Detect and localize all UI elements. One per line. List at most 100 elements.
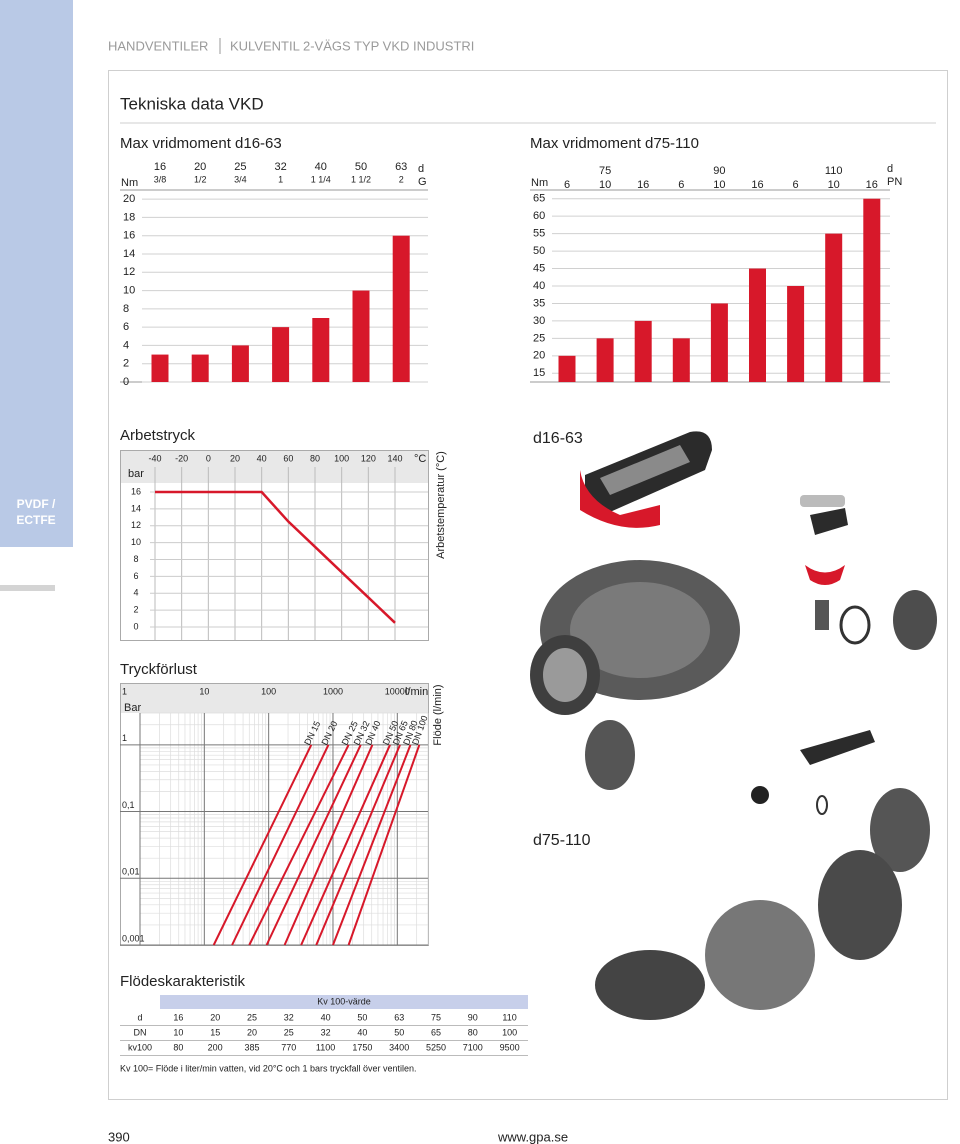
y-tick-label: 14 [131, 503, 141, 513]
axis-label: Nm [531, 177, 548, 189]
footer-url: www.gpa.se [497, 1129, 568, 1144]
part [800, 495, 845, 507]
frame [120, 450, 429, 641]
chart-title: Max vridmoment d16-63 [120, 135, 282, 152]
table-cell: 80 [468, 1027, 478, 1037]
x-tick-label: 140 [387, 453, 402, 463]
axis-label-right: Flöde (l/min) [432, 684, 444, 745]
table-cell: 32 [321, 1027, 331, 1037]
y-tick-label: 6 [123, 321, 129, 333]
handle-red [580, 470, 660, 528]
table-cell: kv100 [128, 1042, 152, 1052]
x-tick-label: 100 [334, 453, 349, 463]
union [595, 950, 705, 1020]
x-sublabel: 1 [278, 174, 283, 184]
table-cell: 770 [281, 1042, 296, 1052]
table-cell: 80 [173, 1042, 183, 1052]
y-tick-label: 20 [123, 193, 135, 205]
image-caption: d16-63 [533, 430, 583, 447]
y-tick-label: 4 [123, 339, 129, 351]
table-cell: 9500 [500, 1042, 520, 1052]
line [347, 744, 421, 946]
table-cell: 10 [173, 1027, 183, 1037]
y-tick-label: 0 [133, 621, 138, 631]
line [265, 744, 362, 946]
table-cell: 3400 [389, 1042, 409, 1052]
y-tick-label: 12 [131, 520, 141, 530]
line [332, 744, 412, 946]
y-tick-label: 30 [533, 315, 545, 327]
table-cell: 75 [431, 1012, 441, 1022]
union-bore [543, 648, 587, 702]
y-tick-label: 15 [533, 367, 545, 379]
series-label: DN 20 [319, 719, 339, 746]
y-tick-label: 2 [133, 605, 138, 615]
header-label: G [418, 176, 427, 188]
y-tick-label: 1 [122, 733, 127, 743]
x-tick-label: 16 [866, 179, 878, 191]
x-tick-label: -40 [148, 453, 161, 463]
handle [800, 730, 875, 765]
header-category: HANDVENTILER [108, 38, 208, 53]
x-tick-label: 10 [828, 179, 840, 191]
line [248, 744, 350, 946]
x-tick-label: 63 [395, 161, 407, 173]
header-label: PN [887, 176, 902, 188]
y-tick-label: 25 [533, 332, 545, 344]
table-cell: 100 [502, 1027, 517, 1037]
header-label: d [418, 163, 424, 175]
axis-unit: °C [414, 453, 426, 465]
x-tick-label: 0 [206, 453, 211, 463]
table-cell: 200 [208, 1042, 223, 1052]
table-cell: 16 [173, 1012, 183, 1022]
x-tick-label: 16 [751, 179, 763, 191]
y-tick-label: 50 [533, 245, 545, 257]
x-tick-label: 6 [793, 179, 799, 191]
x-tick-label: 100 [261, 686, 276, 696]
y-tick-label: 14 [123, 248, 135, 260]
page-number: 390 [108, 1129, 130, 1144]
chart-title: Max vridmoment d75-110 [530, 135, 699, 152]
table-cell: 40 [357, 1027, 367, 1037]
chart-title: Arbetstryck [120, 427, 196, 444]
y-tick-label: 12 [123, 266, 135, 278]
line [212, 744, 313, 946]
bar [596, 338, 614, 382]
table-cell: 5250 [426, 1042, 446, 1052]
y-tick-label: 2 [123, 358, 129, 370]
bar [634, 320, 652, 382]
table-cell: 90 [468, 1012, 478, 1022]
y-tick-label: 10 [131, 537, 141, 547]
y-tick-label: 0,1 [122, 800, 135, 810]
x-tick-label: 10 [199, 686, 209, 696]
y-tick-label: 8 [133, 554, 138, 564]
table-header: Kv 100-värde [317, 996, 371, 1006]
oring [816, 795, 828, 815]
x-sublabel: 1/2 [194, 174, 207, 184]
table-title: Flödeskarakteristik [120, 973, 246, 990]
x-tick-label: 60 [283, 453, 293, 463]
x-tick-label: 25 [234, 161, 246, 173]
x-sublabel: 3/8 [154, 174, 167, 184]
bar [272, 327, 290, 382]
y-tick-label: 4 [133, 588, 138, 598]
bar [352, 290, 370, 382]
x-sublabel: 2 [399, 174, 404, 184]
image-caption: d75-110 [533, 832, 591, 849]
table-cell: 110 [502, 1012, 516, 1022]
side-strip [0, 0, 73, 547]
header-band [120, 683, 428, 713]
x-tick-label: 20 [230, 453, 240, 463]
table-cell: 50 [394, 1027, 404, 1037]
x-tick-label: 50 [355, 161, 367, 173]
x-tick-label: 10000 [385, 686, 410, 696]
bar [231, 345, 249, 382]
y-tick-label: 18 [123, 211, 135, 223]
table-cell: 25 [247, 1012, 257, 1022]
axis-label: Bar [124, 702, 141, 714]
bar [392, 235, 410, 382]
table-cell: 40 [321, 1012, 331, 1022]
bar [191, 354, 209, 382]
y-tick-label: 0,001 [122, 933, 145, 943]
